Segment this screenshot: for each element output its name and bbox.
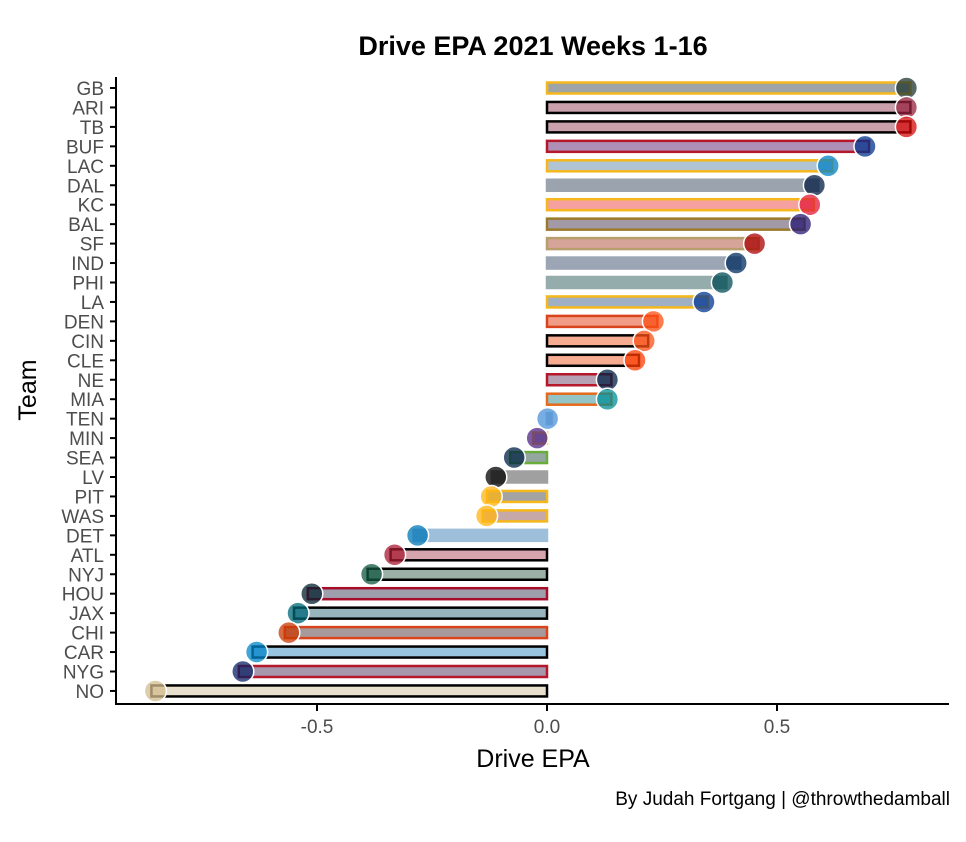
phi-logo xyxy=(710,270,735,295)
y-tick-label-cle: CLE xyxy=(67,351,104,372)
bar-hou xyxy=(306,586,549,601)
y-tick-label-ari: ARI xyxy=(72,98,104,119)
x-tick-label: 0.5 xyxy=(764,717,790,738)
y-tick-label-sf: SF xyxy=(80,235,104,256)
pit-logo xyxy=(479,484,503,509)
bar-ind xyxy=(545,256,742,270)
nyj-logo xyxy=(359,562,384,586)
bar-sf xyxy=(545,236,760,251)
bar-ari xyxy=(545,100,912,115)
bar-tb xyxy=(545,120,912,134)
bar-den xyxy=(545,314,659,329)
bar-det xyxy=(412,528,549,543)
bar-nyg xyxy=(237,664,549,679)
y-tick-label-det: DET xyxy=(66,526,104,547)
jax-logo xyxy=(286,601,310,625)
bar-car xyxy=(251,645,549,659)
mia-logo xyxy=(595,387,620,411)
cle-logo xyxy=(623,348,647,373)
y-tick-label-gb: GB xyxy=(77,79,104,100)
y-tick-label-buf: BUF xyxy=(66,137,104,158)
bar-dal xyxy=(545,178,820,192)
chart-title: Drive EPA 2021 Weeks 1-16 xyxy=(358,31,707,61)
hou-logo xyxy=(300,581,324,606)
chi-logo xyxy=(277,620,301,645)
y-tick-label-den: DEN xyxy=(64,312,104,333)
was-logo xyxy=(474,504,499,528)
y-tick-label-phi: PHI xyxy=(72,274,104,295)
bal-logo xyxy=(788,212,813,236)
y-tick-label-was: WAS xyxy=(61,507,104,528)
y-tick-label-ind: IND xyxy=(71,254,104,275)
cin-logo xyxy=(632,329,656,353)
y-tick-label-car: CAR xyxy=(64,643,104,664)
y-tick-label-nyj: NYJ xyxy=(68,565,104,586)
ten-logo xyxy=(535,406,560,431)
det-logo xyxy=(405,523,430,548)
lac-logo xyxy=(816,154,840,178)
y-tick-label-dal: DAL xyxy=(67,176,104,197)
buf-logo xyxy=(853,134,877,159)
den-logo xyxy=(641,309,666,334)
y-tick-label-kc: KC xyxy=(78,196,104,217)
y-tick-label-ne: NE xyxy=(78,371,104,392)
y-tick-label-min: MIN xyxy=(69,429,104,450)
dal-logo xyxy=(802,173,827,197)
chart-caption: By Judah Fortgang | @throwthedamball xyxy=(615,789,950,810)
bar-la xyxy=(545,295,710,309)
x-tick-label: 0.0 xyxy=(534,717,560,738)
y-tick-label-chi: CHI xyxy=(71,624,104,645)
y-tick-label-sea: SEA xyxy=(66,449,104,470)
la-logo xyxy=(692,290,716,314)
y-tick-label-la: LA xyxy=(81,293,105,314)
team-logos-layer xyxy=(143,76,919,703)
nyg-logo xyxy=(231,659,255,684)
bar-chi xyxy=(283,625,549,640)
x-tick-label: -0.5 xyxy=(301,717,334,738)
sea-logo xyxy=(502,445,526,470)
y-tick-label-no: NO xyxy=(76,682,105,703)
y-tick-label-hou: HOU xyxy=(62,585,104,606)
y-tick-label-jax: JAX xyxy=(69,604,104,625)
bar-gb xyxy=(545,81,912,95)
bar-jax xyxy=(292,606,549,620)
bar-lac xyxy=(545,159,834,173)
tb-logo xyxy=(894,115,919,139)
sf-logo xyxy=(742,231,767,256)
ind-logo xyxy=(724,251,748,275)
bar-atl xyxy=(389,548,549,562)
bar-bal xyxy=(545,217,806,231)
y-tick-label-mia: MIA xyxy=(70,390,104,411)
y-tick-label-bal: BAL xyxy=(68,215,104,236)
kc-logo xyxy=(798,192,822,217)
y-axis-title: Team xyxy=(14,359,42,420)
y-tick-label-lv: LV xyxy=(82,468,104,489)
bar-phi xyxy=(545,275,728,290)
car-logo xyxy=(244,640,269,664)
atl-logo xyxy=(382,543,407,567)
bar-nyj xyxy=(366,567,549,581)
ari-logo xyxy=(894,95,919,120)
y-tick-label-lac: LAC xyxy=(67,157,104,178)
y-axis-ticks: GBARITBBUFLACDALKCBALSFINDPHILADENCINCLE… xyxy=(61,79,116,703)
x-axis-title: Drive EPA xyxy=(476,745,590,773)
y-tick-label-tb: TB xyxy=(80,118,104,139)
bar-buf xyxy=(545,139,871,154)
y-tick-label-ten: TEN xyxy=(66,410,104,431)
lv-logo xyxy=(484,465,508,489)
bars-layer xyxy=(150,81,912,698)
y-tick-label-pit: PIT xyxy=(74,487,104,508)
bar-no xyxy=(150,684,549,698)
y-tick-label-cin: CIN xyxy=(71,332,104,353)
bar-kc xyxy=(545,197,816,212)
y-tick-label-atl: ATL xyxy=(71,546,104,567)
no-logo xyxy=(143,679,168,703)
y-tick-label-nyg: NYG xyxy=(63,663,104,684)
min-logo xyxy=(525,426,549,450)
x-axis-ticks: -0.5 0.0 0.5 xyxy=(301,704,790,738)
